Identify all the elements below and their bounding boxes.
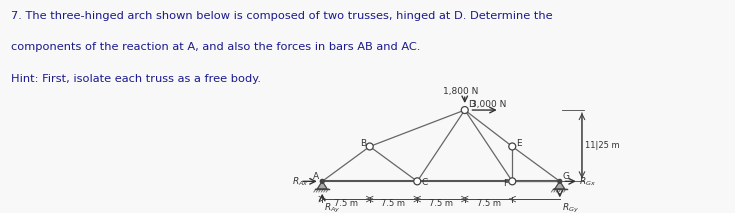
Text: G: G	[562, 172, 570, 181]
Circle shape	[366, 143, 373, 150]
Text: 7.5 m: 7.5 m	[476, 199, 501, 208]
Text: A: A	[312, 172, 319, 181]
Text: $R_{Gy}$: $R_{Gy}$	[562, 201, 578, 213]
Text: $R_{Gx}$: $R_{Gx}$	[579, 175, 596, 188]
Text: D: D	[468, 100, 475, 109]
Circle shape	[558, 179, 562, 183]
Text: 11|25 m: 11|25 m	[585, 141, 620, 150]
Text: B: B	[360, 139, 366, 148]
Circle shape	[414, 178, 420, 185]
Text: C: C	[421, 178, 427, 187]
Circle shape	[320, 179, 324, 183]
Text: E: E	[516, 139, 522, 148]
Circle shape	[462, 106, 468, 114]
Text: 3,000 N: 3,000 N	[471, 100, 507, 109]
Polygon shape	[318, 181, 327, 189]
Text: 7.5 m: 7.5 m	[429, 199, 453, 208]
Text: 7.5 m: 7.5 m	[334, 199, 358, 208]
Polygon shape	[555, 181, 564, 189]
Text: F: F	[503, 179, 508, 188]
Text: 7.5 m: 7.5 m	[381, 199, 406, 208]
Circle shape	[509, 143, 516, 150]
Text: Hint: First, isolate each truss as a free body.: Hint: First, isolate each truss as a fre…	[11, 74, 261, 84]
Text: 7. The three-hinged arch shown below is composed of two trusses, hinged at D. De: 7. The three-hinged arch shown below is …	[11, 11, 553, 21]
Circle shape	[509, 178, 516, 185]
Text: $R_{Ax}$: $R_{Ax}$	[293, 175, 309, 188]
Text: 1,800 N: 1,800 N	[442, 86, 478, 96]
Text: components of the reaction at A, and also the forces in bars AB and AC.: components of the reaction at A, and als…	[11, 42, 420, 52]
Text: $R_{Ay}$: $R_{Ay}$	[324, 201, 340, 213]
